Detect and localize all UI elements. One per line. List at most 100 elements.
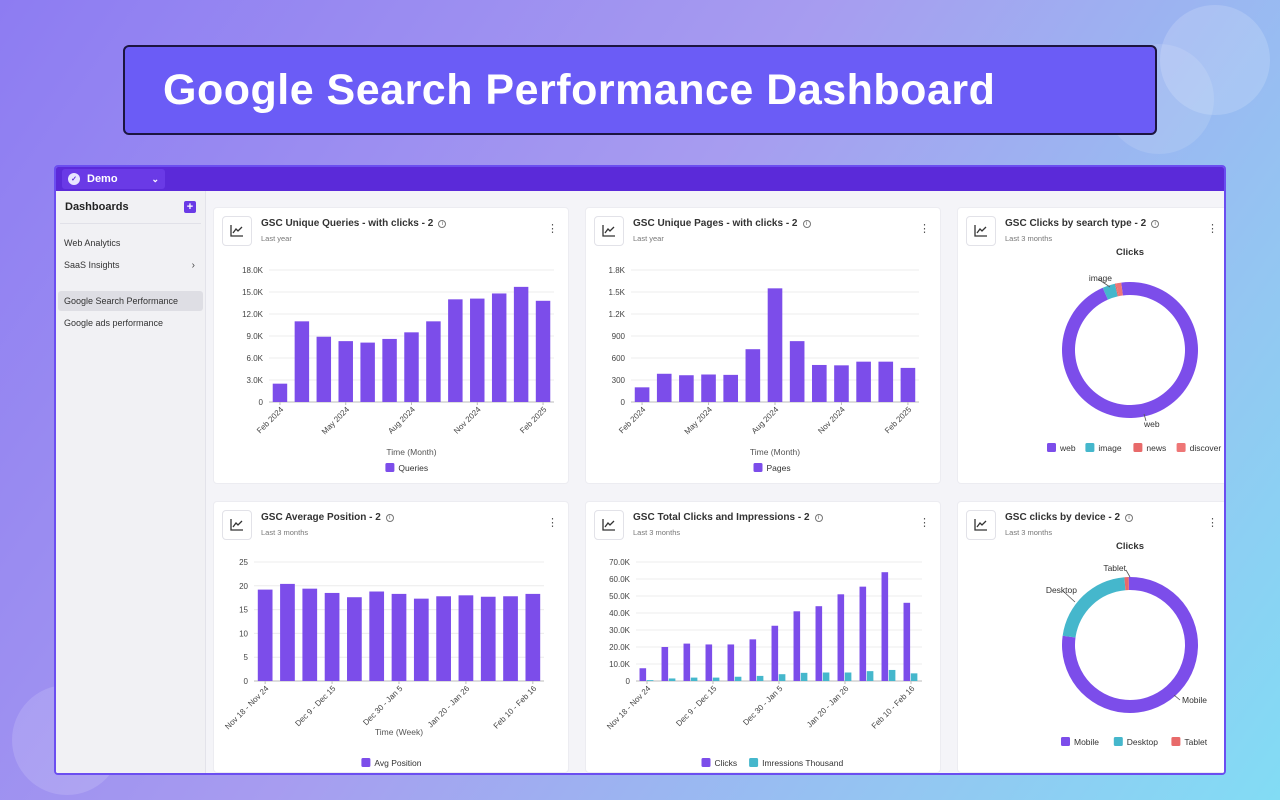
chart-svg: 0 5 10 15 20 25 Nov 18 - Nov 24 Dec 9 - Dec 15 D…	[223, 558, 544, 768]
hero-title: Google Search Performance Dashboard	[163, 65, 996, 114]
sidebar-item-google-search-performance[interactable]: Google Search Performance	[58, 291, 203, 311]
chart-bar	[413, 598, 429, 681]
info-icon[interactable]: i	[814, 514, 823, 522]
sidebar-item-label: Web Analytics	[64, 238, 121, 248]
chart-bar	[535, 300, 551, 402]
app-window: ✓ Demo ⌄ Dashboards + Web Analytics SaaS…	[54, 165, 1226, 775]
card-title-text: GSC Average Position - 2	[261, 512, 381, 523]
chart-bar	[679, 375, 694, 402]
slice-label: Mobile	[1182, 695, 1207, 705]
legend-label: discover	[1190, 443, 1222, 453]
info-icon[interactable]: i	[802, 220, 811, 228]
y-tick-label: 40.0K	[609, 609, 631, 618]
chart-bar	[834, 365, 849, 402]
chart-bar	[712, 677, 720, 681]
leader-line	[1125, 569, 1131, 578]
chart-bar	[646, 680, 654, 681]
card-title: GSC Unique Queries - with clicks - 2 i	[261, 218, 447, 229]
legend-swatch	[1133, 443, 1143, 452]
line-chart-icon	[594, 510, 624, 540]
info-icon[interactable]: i	[1151, 220, 1160, 228]
legend-swatch	[1113, 737, 1123, 746]
info-icon[interactable]: i	[385, 514, 394, 522]
y-tick-label: 0	[244, 677, 249, 686]
chart-card: GSC Clicks by search type - 2 i Last 3 mo…	[957, 207, 1224, 484]
sidebar-item-google-ads-performance[interactable]: Google ads performance	[58, 313, 203, 333]
y-tick-label: 70.0K	[609, 558, 631, 567]
chart-bar	[800, 672, 808, 681]
card-title-text: GSC Unique Queries - with clicks - 2	[261, 218, 434, 229]
donut-slice	[1116, 282, 1123, 297]
more-menu-icon[interactable]: ⋮	[547, 223, 558, 235]
chart-bar	[525, 593, 541, 681]
x-tick-label: Feb 2024	[255, 405, 286, 436]
chart-title: Clicks	[1116, 247, 1144, 258]
more-menu-icon[interactable]: ⋮	[919, 517, 930, 529]
x-tick-label: Feb 10 - Feb 16	[870, 684, 917, 731]
x-tick-label: Dec 30 - Jan 5	[361, 684, 405, 728]
chart-bar	[881, 572, 889, 681]
chart-bar	[656, 373, 672, 402]
legend-swatch	[753, 463, 763, 472]
chart-bar	[771, 625, 779, 681]
plus-icon[interactable]: +	[184, 201, 196, 213]
chart-bar	[690, 677, 698, 681]
chart-bar	[338, 341, 353, 402]
card-subtitle: Last 3 months	[1005, 234, 1053, 243]
chart-bar	[705, 644, 713, 681]
donut-slice	[1124, 577, 1129, 591]
card-header: GSC Clicks by search type - 2 i Last 3 mo…	[966, 216, 1218, 246]
legend-swatch	[385, 463, 395, 472]
donut-slice	[1062, 282, 1198, 418]
sidebar-header: Dashboards +	[60, 191, 201, 224]
chevron-down-icon: ⌄	[151, 173, 159, 184]
x-tick-label: Dec 9 - Dec 15	[674, 684, 718, 728]
y-tick-label: 25	[239, 558, 248, 567]
y-tick-label: 20	[239, 582, 248, 591]
x-tick-label: Nov 2024	[816, 405, 847, 436]
chart-svg: 0 3.0K 6.0K 9.0K 12.0K 15.0K 18.0K Feb 2024 May …	[242, 266, 554, 473]
chart-svg: Clicks Tablet Desktop Mobile Mobile Desktop Ta…	[1046, 541, 1208, 747]
leader-line	[1173, 694, 1181, 701]
donut-slice	[1102, 283, 1118, 300]
chart-bar	[347, 597, 362, 681]
chart-svg: Clicks image web web image news discover	[1047, 247, 1222, 453]
more-menu-icon[interactable]: ⋮	[1207, 517, 1218, 529]
x-tick-label: Feb 2025	[518, 405, 549, 436]
card-header: GSC Unique Pages - with clicks - 2 i Last…	[594, 216, 930, 246]
y-tick-label: 9.0K	[247, 332, 264, 341]
chart-bar	[701, 374, 716, 402]
card-title: GSC Total Clicks and Impressions - 2 i	[633, 512, 823, 523]
sidebar-item-saas-insights[interactable]: SaaS Insights ›	[58, 255, 203, 275]
legend-swatch	[1047, 443, 1056, 452]
workspace-switcher[interactable]: ✓ Demo ⌄	[62, 169, 165, 189]
workspace-logo-icon: ✓	[68, 173, 80, 185]
chart-bar	[324, 592, 340, 681]
sidebar-item-label: Google ads performance	[64, 318, 164, 328]
x-tick-label: Jan 20 - Jan 26	[426, 684, 472, 730]
y-tick-label: 6.0K	[247, 354, 264, 363]
x-tick-label: Aug 2024	[750, 405, 781, 436]
chart-bar	[294, 321, 310, 402]
chart-bar	[683, 643, 691, 681]
chart-bar	[391, 593, 407, 681]
legend-swatch	[1171, 737, 1181, 746]
chart-bar	[793, 611, 801, 681]
y-tick-label: 600	[612, 354, 626, 363]
chart-bar	[639, 668, 647, 681]
y-tick-label: 1.8K	[609, 266, 626, 275]
more-menu-icon[interactable]: ⋮	[919, 223, 930, 235]
chart-bar	[257, 589, 273, 681]
chart-bar	[822, 672, 830, 681]
chart-bar	[369, 591, 385, 681]
info-icon[interactable]: i	[438, 220, 447, 228]
chart-bar	[661, 647, 669, 681]
sidebar-title: Dashboards	[65, 201, 129, 213]
info-icon[interactable]: i	[1125, 514, 1134, 522]
chart-bar	[878, 361, 894, 402]
more-menu-icon[interactable]: ⋮	[547, 517, 558, 529]
more-menu-icon[interactable]: ⋮	[1207, 223, 1218, 235]
legend-swatch	[701, 758, 711, 767]
legend-swatch	[749, 758, 759, 767]
sidebar-item-web-analytics[interactable]: Web Analytics	[58, 233, 203, 253]
